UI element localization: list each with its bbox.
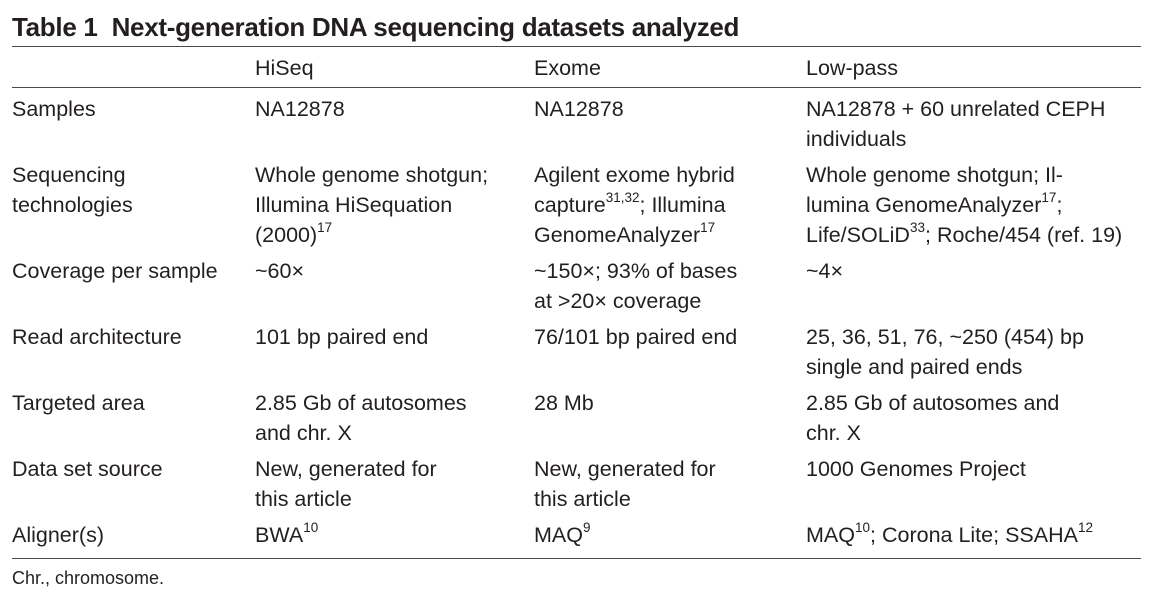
header-cell-exome: Exome (534, 56, 601, 80)
row-label: Data set source (12, 457, 163, 481)
cell-text: 25, 36, 51, 76, ~250 (454) bp single and… (806, 325, 1084, 379)
cell-text: MAQ (534, 523, 583, 547)
top-rule (12, 46, 1141, 47)
cell-low-pass: 1000 Genomes Project (806, 454, 1142, 514)
cell-hiseq: ~60× (255, 256, 534, 316)
row-label: Samples (12, 97, 96, 121)
row-label: Read architecture (12, 325, 182, 349)
cell-text: BWA (255, 523, 304, 547)
cell-text: ; Illumina GenomeAnalyzer (534, 193, 726, 247)
table-row: Samples NA12878 NA12878 NA12878 + 60 unrela… (12, 90, 1142, 156)
cell-text: 2.85 Gb of autosomes and chr. X (255, 391, 467, 445)
cell-text: 1000 Genomes Project (806, 457, 1026, 481)
table-figure: Table 1 Next-generation DNA sequencing da… (12, 10, 1142, 591)
cell-exome: ~150×; 93% of bases at >20× coverage (534, 256, 806, 316)
reference-superscript: 10 (854, 519, 871, 535)
cell-exome: NA12878 (534, 94, 806, 154)
cell-exome: 28 Mb (534, 388, 806, 448)
table-row: Sequencing technologies Whole genome shot… (12, 156, 1142, 252)
reference-superscript: 17 (700, 219, 716, 235)
cell-low-pass: MAQ10; Corona Lite; SSAHA12 (806, 520, 1142, 550)
reference-superscript: 33 (909, 219, 925, 235)
header-rule (12, 87, 1141, 88)
table-header-row: HiSeq Exome Low-pass (12, 47, 1142, 87)
reference-superscript: 10 (303, 519, 319, 535)
cell-text: 2.85 Gb of autosomes and chr. X (806, 391, 1060, 445)
table-footnote: Chr., chromosome. (12, 568, 165, 588)
cell-text: NA12878 (534, 97, 624, 121)
row-label: Aligner(s) (12, 523, 104, 547)
cell-hiseq: NA12878 (255, 94, 534, 154)
table-body: Samples NA12878 NA12878 NA12878 + 60 unrela… (12, 88, 1142, 558)
cell-exome: 76/101 bp paired end (534, 322, 806, 382)
row-label: Coverage per sample (12, 259, 218, 283)
row-label: Sequencing technologies (12, 163, 133, 217)
cell-text: NA12878 (255, 97, 345, 121)
cell-exome: MAQ9 (534, 520, 806, 550)
table-row: Read architecture 101 bp paired end 76/101… (12, 318, 1142, 384)
table-row: Targeted area 2.85 Gb of autosomes and ch… (12, 384, 1142, 450)
cell-low-pass: Whole genome shotgun; Il- lumina GenomeA… (806, 160, 1142, 250)
reference-superscript: 17 (1041, 189, 1057, 205)
cell-hiseq: 101 bp paired end (255, 322, 534, 382)
table-label: Table 1 (12, 12, 98, 42)
cell-low-pass: ~4× (806, 256, 1142, 316)
cell-text: ~4× (806, 259, 844, 283)
cell-low-pass: NA12878 + 60 unrelated CEPH individuals (806, 94, 1142, 154)
header-cell-low-pass: Low-pass (806, 56, 899, 80)
header-cell-hiseq: HiSeq (255, 56, 314, 80)
cell-low-pass: 25, 36, 51, 76, ~250 (454) bp single and… (806, 322, 1142, 382)
table-title-text: Next-generation DNA sequencing datasets … (111, 12, 740, 42)
table-row: Aligner(s) BWA10 MAQ9 MAQ10; Corona Lite; S… (12, 516, 1142, 552)
cell-text: ; Life/SOLiD (806, 193, 1063, 247)
cell-hiseq: 2.85 Gb of autosomes and chr. X (255, 388, 534, 448)
table-title: Table 1 Next-generation DNA sequencing da… (12, 10, 1142, 46)
row-label: Targeted area (12, 391, 145, 415)
cell-text: ~150×; 93% of bases at >20× coverage (534, 259, 738, 313)
reference-superscript: 31,32 (605, 189, 640, 205)
cell-exome: Agilent exome hybrid capture31,32; Illum… (534, 160, 806, 250)
reference-superscript: 17 (317, 219, 333, 235)
cell-text: Whole genome shotgun; Il- lumina GenomeA… (806, 163, 1063, 217)
reference-superscript: 9 (582, 519, 591, 535)
cell-text: ; Corona Lite; SSAHA (870, 523, 1078, 547)
cell-text: Agilent exome hybrid capture (534, 163, 735, 217)
cell-text: New, generated for this article (534, 457, 716, 511)
cell-text: New, generated for this article (255, 457, 437, 511)
cell-text: 76/101 bp paired end (534, 325, 738, 349)
cell-text: MAQ (806, 523, 855, 547)
cell-text: ; Roche/454 (ref. 19) (925, 223, 1123, 247)
cell-hiseq: Whole genome shotgun; Illumina HiSequati… (255, 160, 534, 250)
cell-text: Whole genome shotgun; Illumina HiSequati… (255, 163, 489, 247)
cell-hiseq: BWA10 (255, 520, 534, 550)
cell-text: ~60× (255, 259, 305, 283)
table-row: Data set source New, generated for this a… (12, 450, 1142, 516)
cell-hiseq: New, generated for this article (255, 454, 534, 514)
table-row: Coverage per sample ~60× ~150×; 93% of bas… (12, 252, 1142, 318)
cell-text: 101 bp paired end (255, 325, 429, 349)
cell-text: 28 Mb (534, 391, 594, 415)
bottom-rule (12, 558, 1141, 559)
cell-low-pass: 2.85 Gb of autosomes and chr. X (806, 388, 1142, 448)
header-cell-stub (12, 53, 255, 83)
cell-text: NA12878 + 60 unrelated CEPH individuals (806, 97, 1106, 151)
reference-superscript: 12 (1077, 519, 1093, 535)
cell-exome: New, generated for this article (534, 454, 806, 514)
